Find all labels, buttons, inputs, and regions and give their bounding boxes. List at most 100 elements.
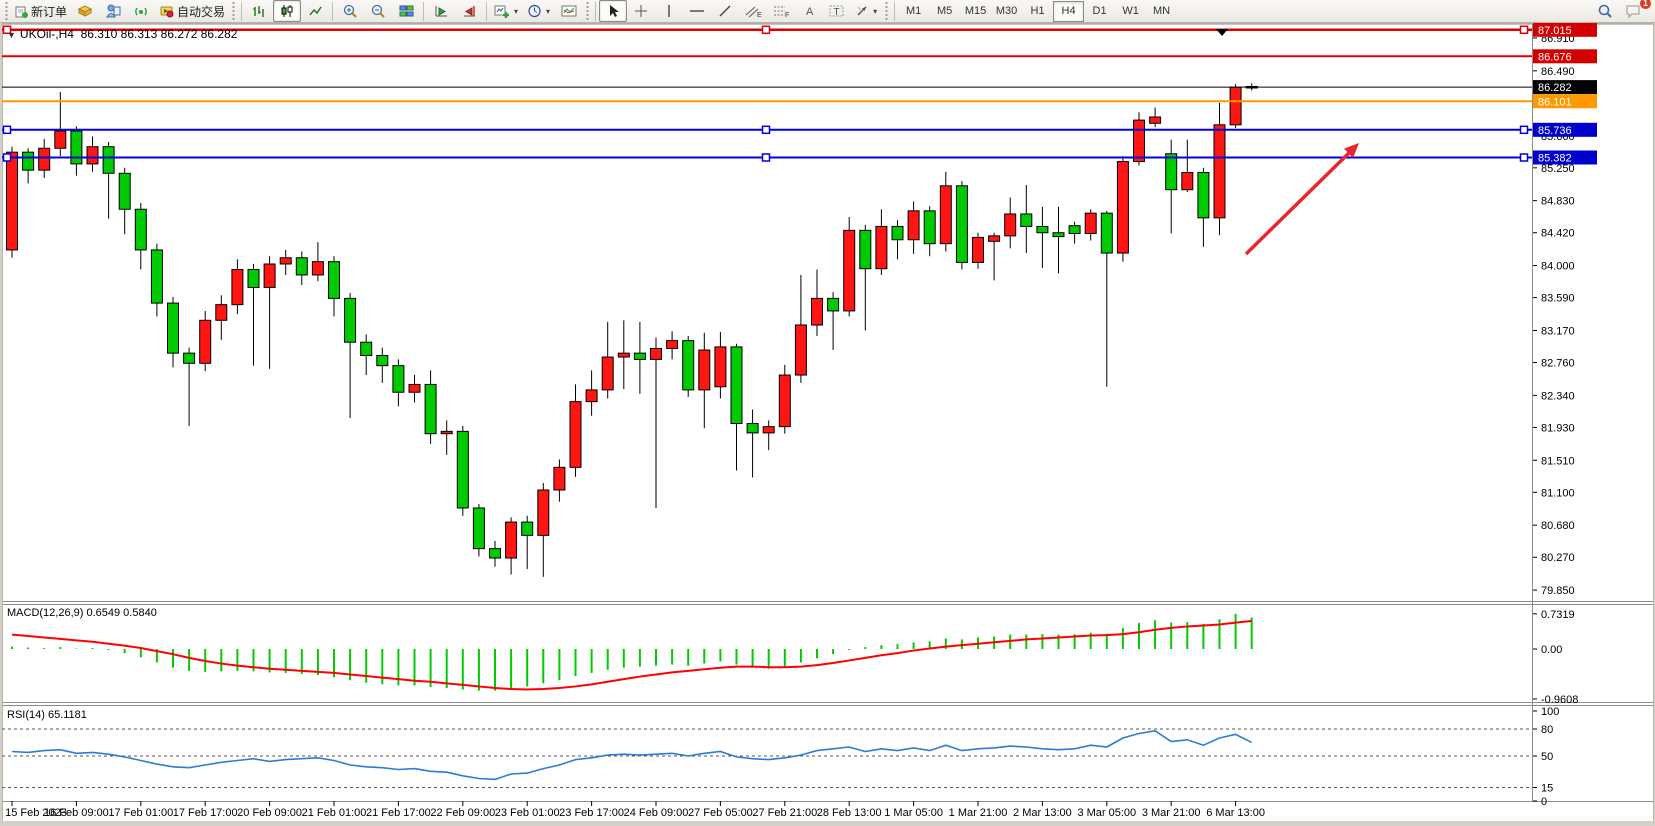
horizontal-line-tool-button[interactable] xyxy=(683,0,711,22)
macd-signal-line xyxy=(11,619,1252,691)
crosshair-tool-button[interactable] xyxy=(627,0,655,22)
price-level-badge xyxy=(1533,94,1597,109)
channel-tool-button[interactable]: E xyxy=(739,0,767,22)
candle-body xyxy=(682,340,695,391)
timeframe-button-h4[interactable]: H4 xyxy=(1053,0,1085,22)
signals-button[interactable] xyxy=(127,0,155,22)
candle-body xyxy=(231,268,244,306)
toolbar-grip[interactable] xyxy=(585,2,591,20)
terminal-button[interactable] xyxy=(71,0,99,22)
zoom-out-button[interactable] xyxy=(364,0,392,22)
time-axis-label: 20 Feb 09:00 xyxy=(237,807,302,819)
candle-body xyxy=(698,349,711,391)
level-line-handle[interactable] xyxy=(2,25,12,35)
candle-body xyxy=(6,151,18,251)
candle-body xyxy=(617,352,630,358)
new-chart-button[interactable]: ▾ xyxy=(490,0,523,22)
time-axis-label: 2 Mar 13:00 xyxy=(1013,807,1072,819)
price-level-badge-label: 86.101 xyxy=(1538,96,1572,108)
search-button[interactable] xyxy=(1591,0,1619,22)
level-line-handle[interactable] xyxy=(1519,153,1529,162)
timeframe-group: M1 M5 M15 M30 H1 H4 D1 W1 MN xyxy=(898,0,1177,22)
trend-arrow-head[interactable] xyxy=(1344,143,1359,158)
candle-body xyxy=(633,352,646,360)
arrows-tool-button[interactable]: ▾ xyxy=(851,0,882,22)
cursor-icon xyxy=(609,5,619,17)
strategy-tester-button[interactable] xyxy=(99,0,127,22)
zoom-in-button[interactable] xyxy=(336,0,364,22)
candle-body xyxy=(392,365,405,393)
candle-body xyxy=(939,185,952,245)
line-chart-icon xyxy=(308,6,322,16)
time-axis-label: 24 Feb 09:00 xyxy=(624,807,689,819)
toolbar-grip[interactable] xyxy=(231,2,237,20)
autotrading-label: 自动交易 xyxy=(177,4,226,19)
chart-canvas[interactable]: 86.91086.49086.07085.66085.25084.83084.4… xyxy=(0,23,1655,826)
toolbar-grip[interactable] xyxy=(884,2,890,20)
cursor-tool-button[interactable] xyxy=(599,0,628,22)
candle-body xyxy=(263,263,276,288)
candle-body xyxy=(1004,213,1017,237)
time-axis-label: 21 Feb 01:00 xyxy=(302,807,367,819)
text-tool-button[interactable]: A xyxy=(795,0,823,22)
toolbar-separator xyxy=(241,1,243,21)
candle-body xyxy=(746,423,759,434)
toolbar-grip[interactable] xyxy=(4,2,9,20)
timeframe-button-mn[interactable]: MN xyxy=(1153,5,1171,17)
main-toolbar: 新订单 自动交易 xyxy=(0,0,1655,23)
price-tick-label: 80.270 xyxy=(1541,552,1575,564)
auto-scroll-icon xyxy=(435,6,447,17)
chart-menu-icon[interactable]: ▼ xyxy=(7,30,16,40)
trendline-tool-button[interactable] xyxy=(711,0,739,22)
bar-chart-mode-button[interactable] xyxy=(245,0,273,22)
rsi-line xyxy=(11,729,1253,781)
toolbar-separator xyxy=(595,1,597,21)
candle-body xyxy=(22,151,35,171)
terminal-icon xyxy=(77,5,93,17)
level-line-handle[interactable] xyxy=(1519,25,1529,35)
text-label-tool-button[interactable]: T xyxy=(823,0,851,22)
new-order-button[interactable]: 新订单 xyxy=(11,0,71,22)
candle-body xyxy=(875,225,888,270)
candle-body xyxy=(1133,119,1145,163)
timeframe-button-m30[interactable]: M30 xyxy=(995,5,1018,17)
line-chart-mode-button[interactable] xyxy=(301,0,329,22)
candle-body xyxy=(1052,232,1065,238)
candlestick-mode-button[interactable] xyxy=(273,0,302,22)
autotrading-button[interactable]: 自动交易 xyxy=(155,0,229,22)
price-tick-label: 84.000 xyxy=(1541,261,1575,273)
chart-shift-marker[interactable] xyxy=(1216,29,1228,36)
timeframe-button-m1[interactable]: M1 xyxy=(905,5,922,17)
level-line-handle[interactable] xyxy=(761,153,771,162)
timeframe-button-w1[interactable]: W1 xyxy=(1122,5,1139,17)
candle-body xyxy=(279,257,292,265)
price-level-badge-label: 85.382 xyxy=(1538,152,1572,164)
equidistant-channel-icon: E xyxy=(745,6,762,18)
auto-scroll-button[interactable] xyxy=(427,0,455,22)
price-level-badge xyxy=(1533,122,1597,137)
level-line-handle[interactable] xyxy=(761,25,771,35)
candle-body xyxy=(1165,153,1178,191)
macd-indicator-label: MACD(12,26,9) 0.6549 0.5840 xyxy=(7,607,157,619)
fibonacci-tool-button[interactable]: F xyxy=(767,0,795,22)
level-line-handle[interactable] xyxy=(2,153,12,162)
level-line-handle[interactable] xyxy=(1519,125,1529,135)
trend-arrow-line[interactable] xyxy=(1244,147,1355,256)
timeframe-button-m15[interactable]: M15 xyxy=(964,5,987,17)
chart-shift-button[interactable] xyxy=(455,0,483,22)
timeframe-button-h1[interactable]: H1 xyxy=(1030,5,1045,17)
timeframe-button-m5[interactable]: M5 xyxy=(936,5,953,17)
chat-bubble-icon xyxy=(1626,5,1639,18)
notifications-button[interactable]: 1 xyxy=(1619,0,1652,22)
indicators-button[interactable] xyxy=(555,0,583,22)
rsi-indicator-label: RSI(14) 65.1181 xyxy=(7,709,87,721)
vertical-line-tool-button[interactable] xyxy=(655,0,683,22)
candlestick-chart-icon xyxy=(281,5,293,17)
timeframe-button-d1[interactable]: D1 xyxy=(1092,5,1107,17)
tile-windows-button[interactable] xyxy=(392,0,420,22)
chart-window: 86.91086.49086.07085.66085.25084.83084.4… xyxy=(0,23,1655,826)
level-line-handle[interactable] xyxy=(2,125,12,135)
level-line-handle[interactable] xyxy=(761,125,771,135)
profiles-button[interactable]: ▾ xyxy=(523,0,555,22)
trendline-icon xyxy=(719,5,731,17)
